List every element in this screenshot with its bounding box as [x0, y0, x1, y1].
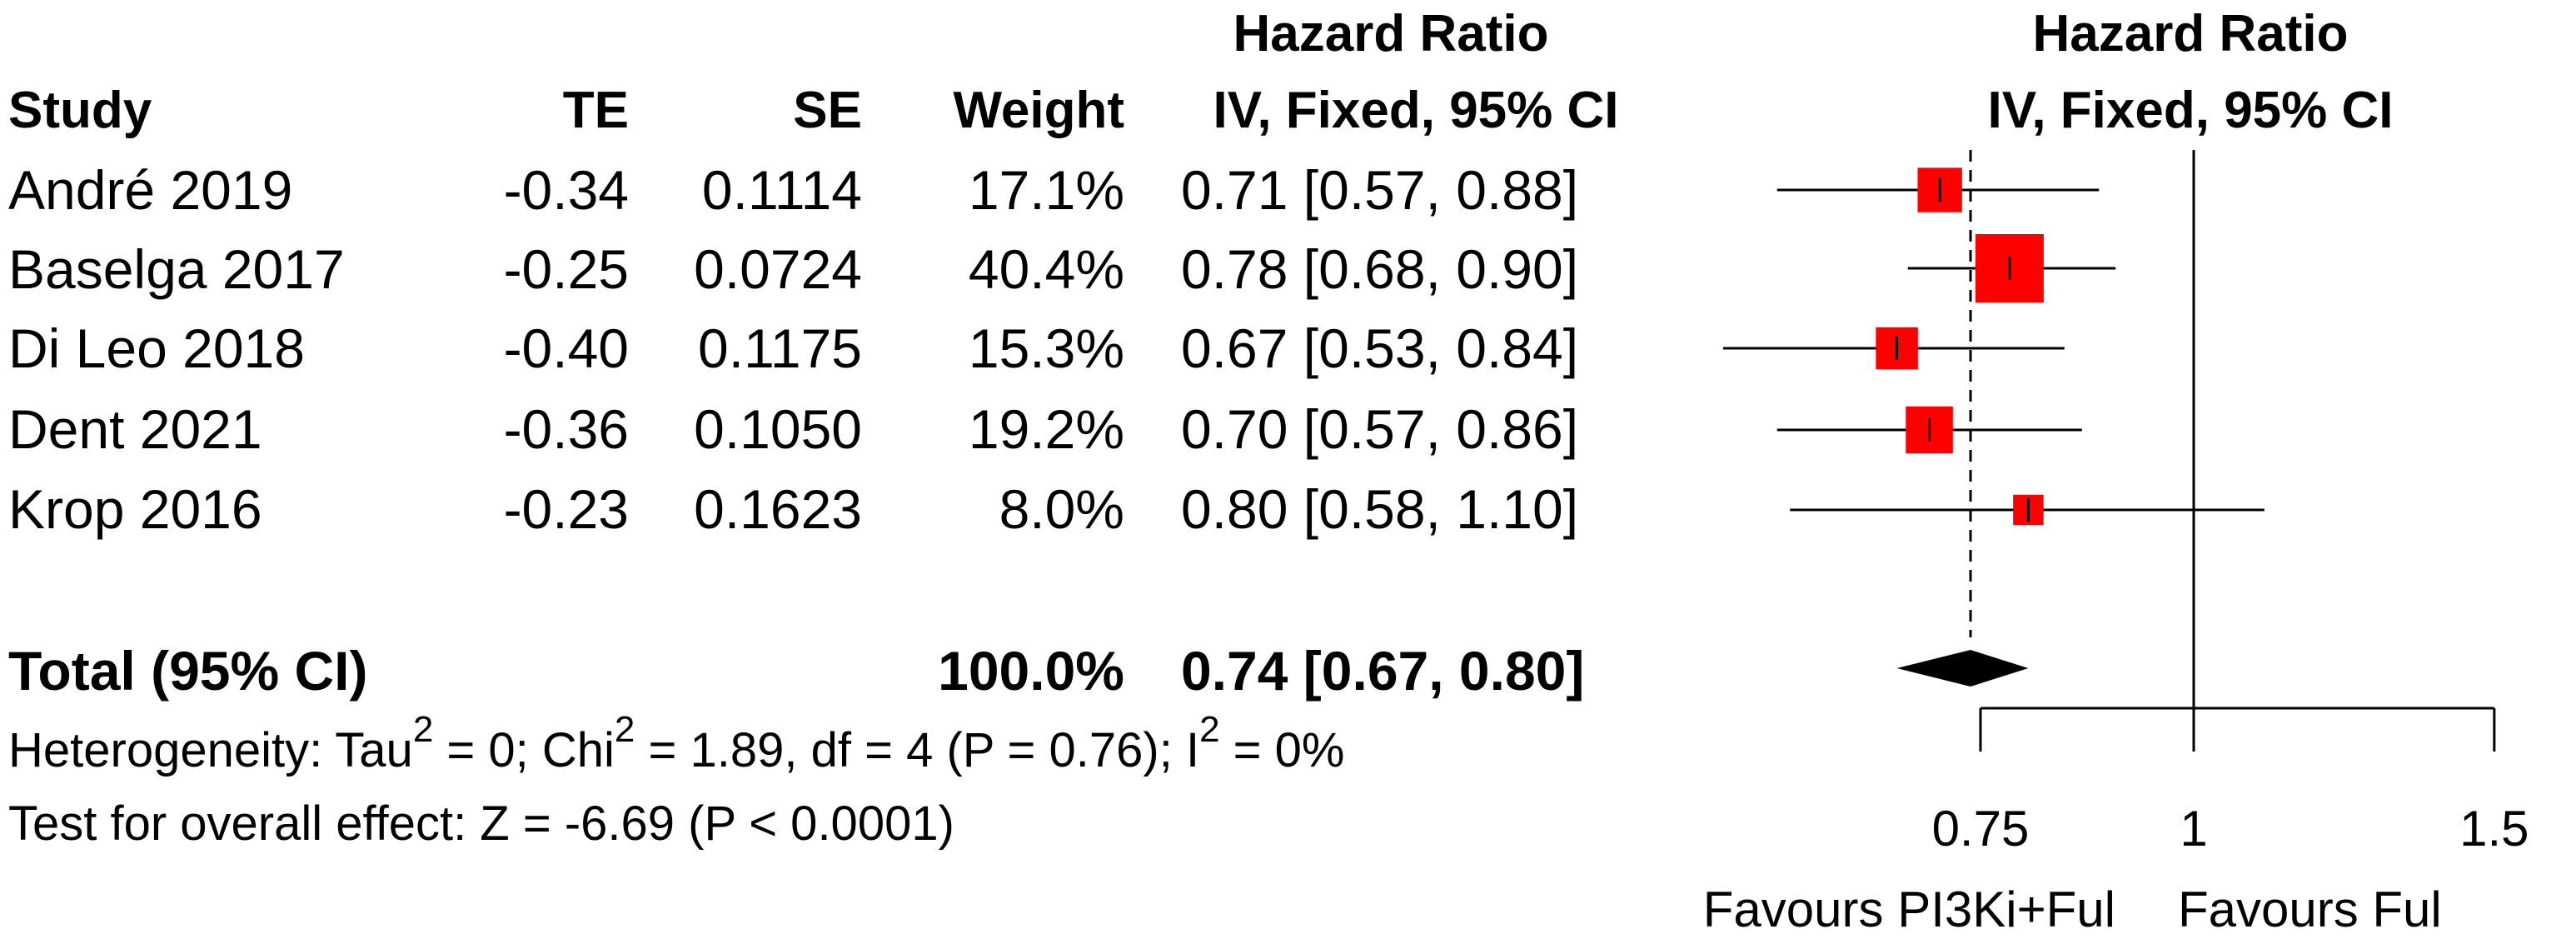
- se-header: SE: [793, 82, 862, 139]
- study-ci: 0.71 [0.57, 0.88]: [1181, 159, 1579, 221]
- study-se: 0.1623: [694, 478, 862, 540]
- study-weight: 19.2%: [968, 398, 1124, 460]
- study-se: 0.1050: [694, 398, 862, 460]
- pooled-estimate-diamond: [1896, 650, 2029, 687]
- study-ci: 0.70 [0.57, 0.86]: [1181, 398, 1579, 460]
- study-name: André 2019: [8, 159, 293, 221]
- x-tick-label: 1: [2180, 801, 2207, 857]
- study-se: 0.1114: [701, 159, 862, 221]
- hr-header-bottom: IV, Fixed, 95% CI: [1213, 82, 1619, 139]
- study-te: -0.25: [503, 238, 629, 300]
- study-se: 0.1175: [698, 317, 862, 379]
- study-ci: 0.67 [0.53, 0.84]: [1181, 317, 1579, 379]
- study-weight: 40.4%: [968, 238, 1124, 300]
- study-weight: 17.1%: [968, 159, 1124, 221]
- study-header: Study: [8, 82, 152, 139]
- hr-header-top: Hazard Ratio: [1233, 5, 1549, 62]
- favours-left-label: Favours PI3Ki+Ful: [1703, 882, 2115, 937]
- study-te: -0.34: [503, 159, 629, 221]
- study-te: -0.36: [503, 398, 629, 460]
- study-name: Krop 2016: [8, 478, 262, 540]
- study-ci: 0.80 [0.58, 1.10]: [1181, 478, 1579, 540]
- heterogeneity-text: Heterogeneity: Tau2 = 0; Chi2 = 1.89, df…: [8, 709, 1345, 777]
- study-te: -0.40: [503, 317, 629, 379]
- study-name: Di Leo 2018: [8, 317, 305, 379]
- study-se: 0.0724: [694, 238, 862, 300]
- x-tick-label: 1.5: [2459, 801, 2529, 857]
- total-ci: 0.74 [0.67, 0.80]: [1181, 640, 1585, 702]
- overall-effect-text: Test for overall effect: Z = -6.69 (P < …: [8, 797, 954, 851]
- study-ci: 0.78 [0.68, 0.90]: [1181, 238, 1579, 300]
- plot-header-top: Hazard Ratio: [2032, 5, 2349, 62]
- weight-header: Weight: [953, 82, 1125, 139]
- study-name: Dent 2021: [8, 398, 262, 460]
- te-header: TE: [562, 82, 629, 139]
- plot-header-bottom: IV, Fixed, 95% CI: [1987, 82, 2394, 139]
- study-te: -0.23: [503, 478, 629, 540]
- total-label: Total (95% CI): [8, 640, 368, 702]
- study-weight: 8.0%: [999, 478, 1124, 540]
- study-weight: 15.3%: [968, 317, 1124, 379]
- x-tick-label: 0.75: [1932, 801, 2030, 857]
- study-name: Baselga 2017: [8, 238, 345, 300]
- favours-right-label: Favours Ful: [2178, 882, 2442, 937]
- total-weight: 100.0%: [938, 640, 1124, 702]
